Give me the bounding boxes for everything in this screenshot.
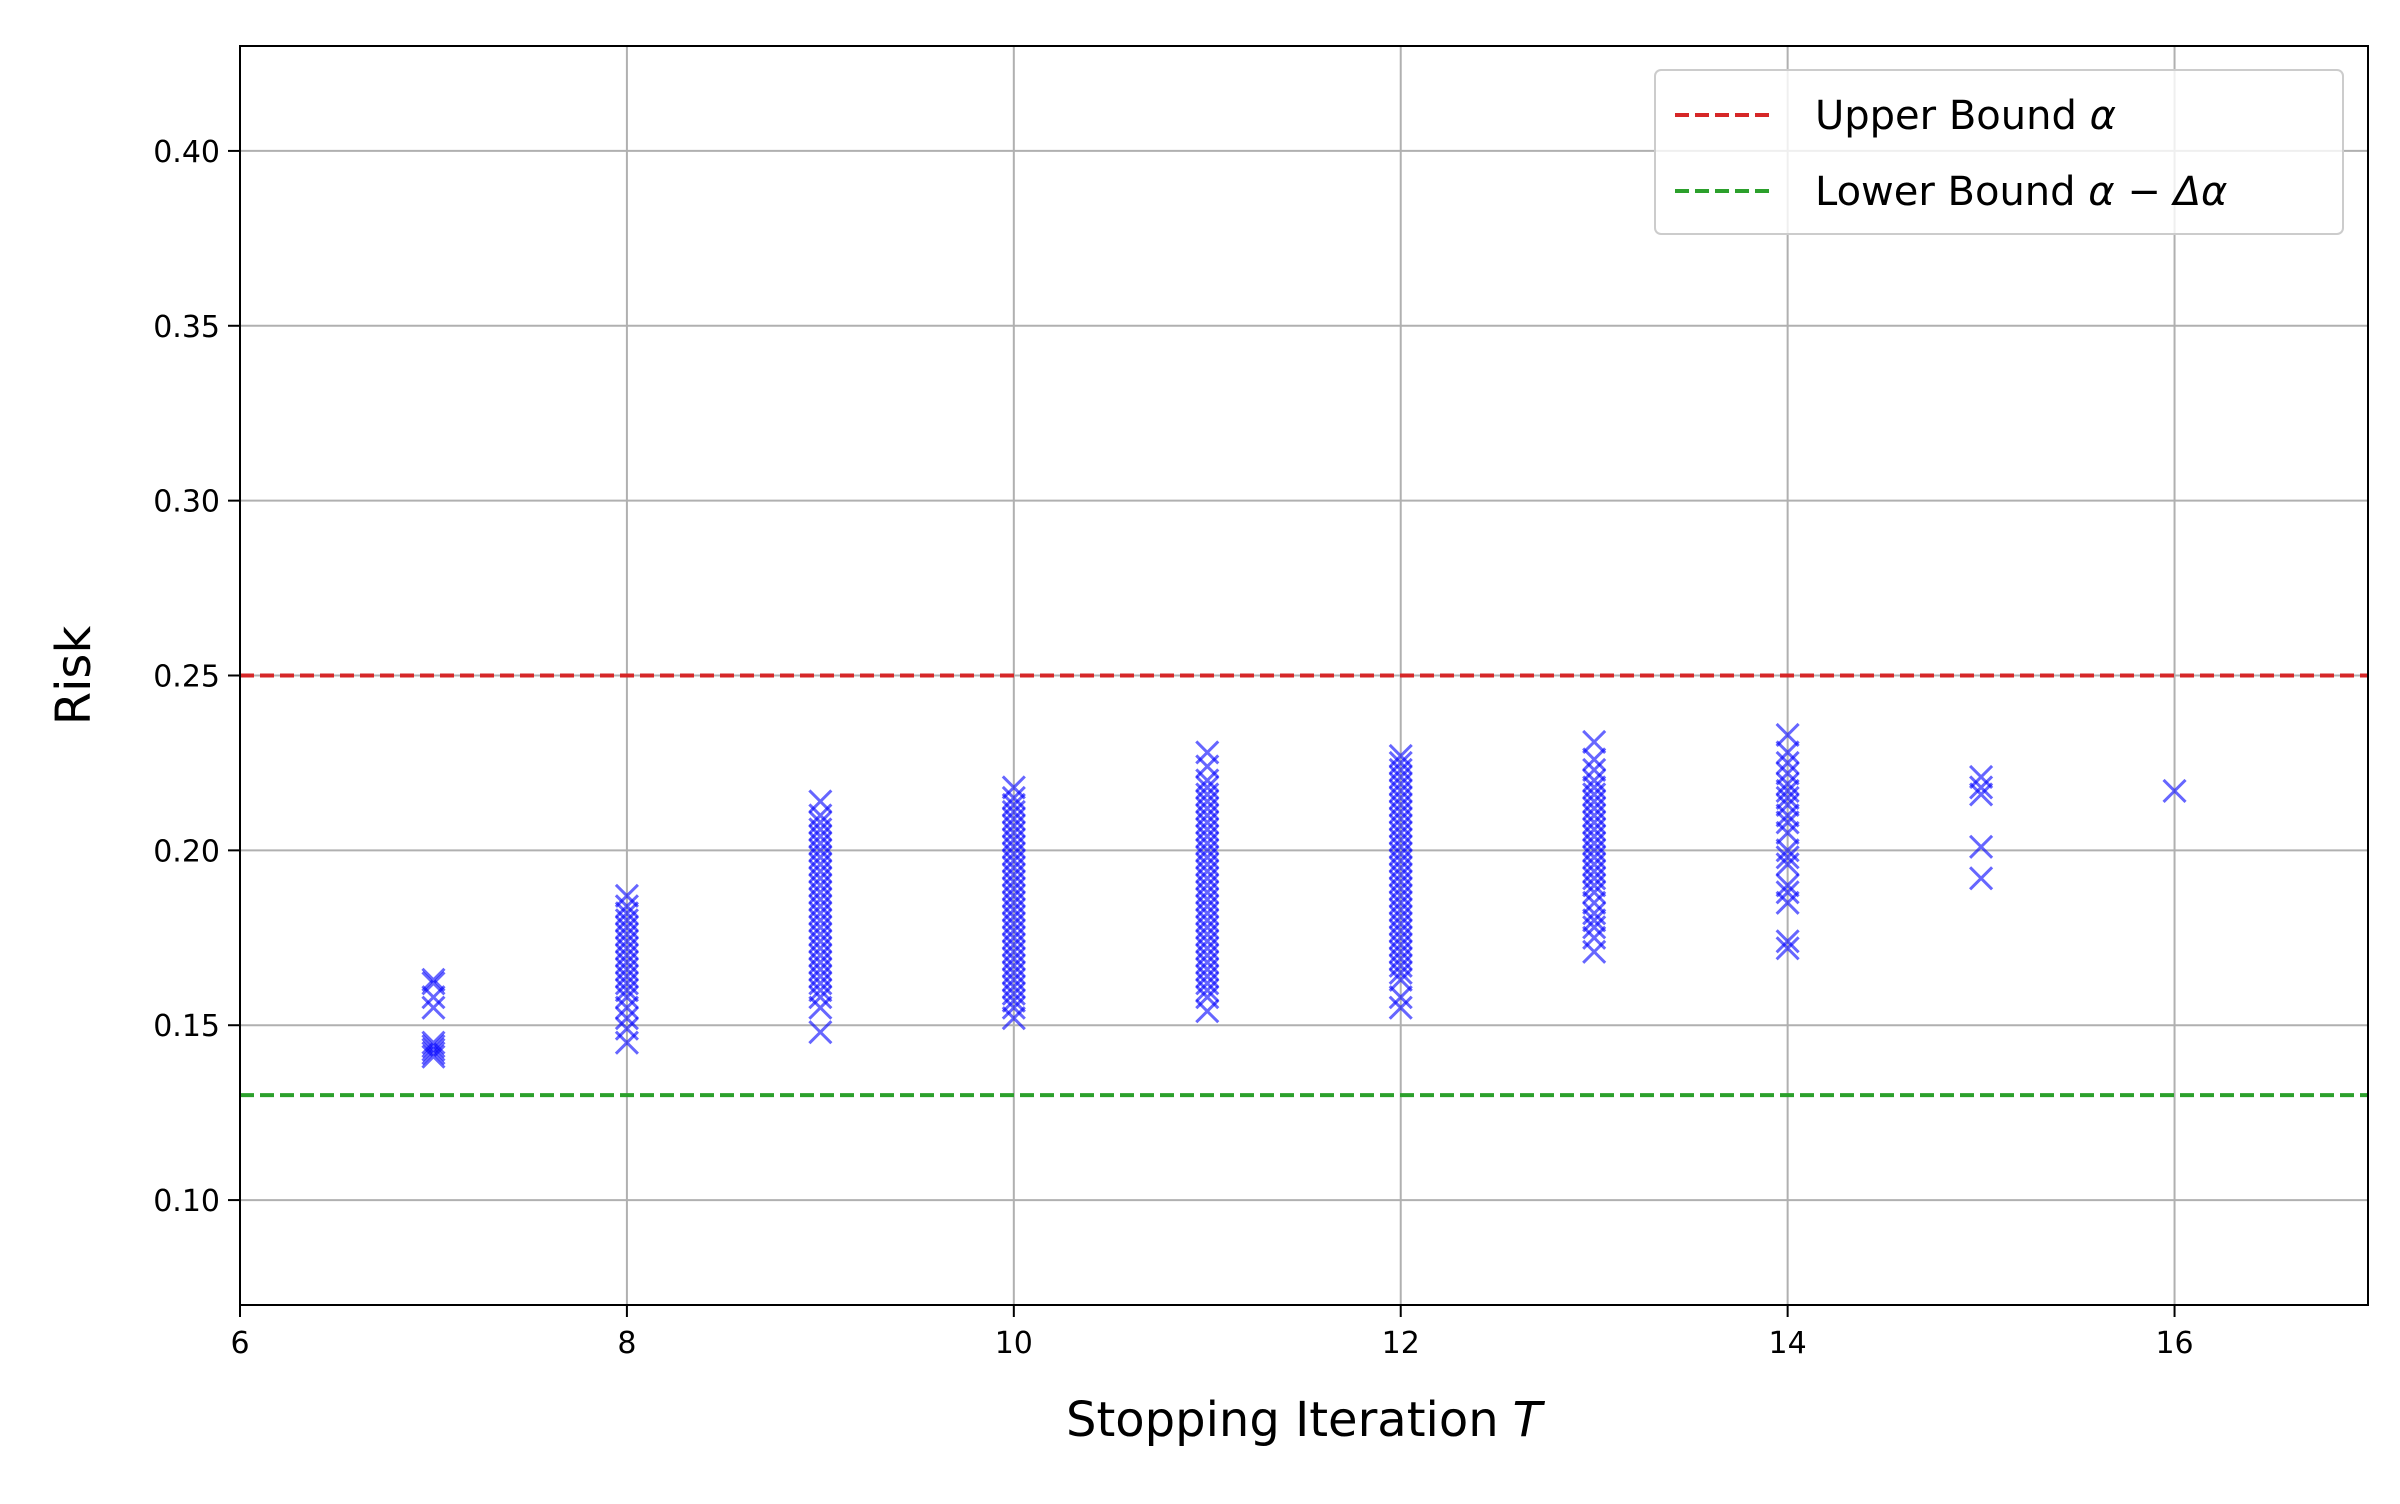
data-point-marker (1775, 761, 1800, 786)
axis-ticks: 6 8 10 12 14 16 0.10 0.15 0.20 0.25 0.30 0.35 0.40 (153, 135, 2193, 1361)
reference-lines (240, 673, 2368, 1098)
data-point-marker (1582, 890, 1607, 915)
y-tick-label: 0.30 (153, 485, 220, 520)
data-point-marker (1969, 866, 1994, 891)
data-point-marker (614, 1006, 639, 1031)
y-axis-label: Risk (46, 626, 102, 726)
x-tick-label: 12 (1382, 1326, 1420, 1361)
data-point-marker (1001, 1006, 1026, 1031)
legend-upper-bound-label: Upper Bound α (1815, 93, 2116, 139)
data-point-marker (1775, 778, 1800, 803)
data-point-marker (614, 1016, 639, 1041)
y-tick-label: 0.35 (153, 310, 220, 345)
data-point-marker (421, 1030, 446, 1055)
legend-lower-bound-math: α − Δα (2088, 169, 2227, 215)
data-point-marker (1582, 775, 1607, 800)
data-point-marker (1582, 747, 1607, 772)
data-point-marker (1388, 743, 1413, 768)
y-tick-label: 0.40 (153, 135, 220, 170)
data-point-marker (421, 1034, 446, 1059)
data-point-marker (808, 1020, 833, 1045)
x-tick-label: 8 (617, 1326, 636, 1361)
data-point-marker (1775, 845, 1800, 870)
data-point-marker (1582, 901, 1607, 926)
data-point-marker (421, 1037, 446, 1062)
data-point-marker (1969, 782, 1994, 807)
data-point-marker (2162, 778, 2187, 803)
data-point-marker (1582, 729, 1607, 755)
y-tick-label: 0.25 (153, 660, 220, 695)
y-tick-label: 0.15 (153, 1009, 220, 1044)
data-point-marker (1582, 768, 1607, 793)
data-point-marker (1001, 785, 1026, 810)
data-point-marker (1775, 810, 1800, 835)
data-point-marker (1388, 750, 1413, 775)
data-point-marker (1582, 908, 1607, 933)
data-point-marker (1775, 873, 1800, 898)
data-point-marker (421, 971, 446, 996)
x-axis-label-var: T (1513, 1392, 1546, 1448)
data-point-marker (614, 883, 639, 908)
data-point-marker (1195, 740, 1220, 765)
data-point-marker (1775, 936, 1800, 961)
x-tick-label: 6 (230, 1326, 249, 1361)
data-point-marker (1582, 757, 1607, 782)
x-axis-label: Stopping Iteration T (1066, 1392, 1546, 1448)
data-point-marker (1388, 985, 1413, 1010)
data-point-marker (421, 995, 446, 1020)
legend: Upper Bound α Lower Bound α − Δα (1654, 69, 2344, 235)
legend-frame (1654, 69, 2344, 235)
data-point-marker (1969, 764, 1994, 789)
data-point-marker (1582, 925, 1607, 950)
data-point-marker (1775, 820, 1800, 845)
data-point-marker (1388, 995, 1413, 1020)
data-point-marker (1775, 771, 1800, 796)
legend-upper-bound-text: Upper Bound (1815, 93, 2090, 139)
legend-upper-bound-math: α (2090, 93, 2116, 139)
data-point-marker (1775, 740, 1800, 765)
data-point-marker (1775, 803, 1800, 828)
data-point-marker (1775, 750, 1800, 775)
x-axis-label-text: Stopping Iteration (1066, 1392, 1499, 1448)
data-point-marker (808, 789, 833, 814)
data-point-marker (614, 894, 639, 919)
data-point-marker (1195, 775, 1220, 800)
data-point-marker (1775, 880, 1800, 905)
x-tick-label: 14 (1769, 1326, 1807, 1361)
legend-lower-bound-text: Lower Bound (1815, 169, 2088, 215)
legend-lower-bound-label: Lower Bound α − Δα (1815, 169, 2227, 215)
data-point-marker (614, 901, 639, 926)
x-tick-label: 16 (2155, 1326, 2193, 1361)
y-tick-label: 0.20 (153, 834, 220, 869)
data-point-marker (808, 995, 833, 1020)
data-point-marker (1001, 792, 1026, 817)
data-point-marker (1969, 775, 1994, 800)
data-point-marker (1001, 775, 1026, 800)
data-point-marker (1775, 890, 1800, 915)
data-points (421, 722, 2187, 1069)
data-point-marker (1775, 838, 1800, 863)
x-tick-label: 10 (995, 1326, 1033, 1361)
y-tick-label: 0.10 (153, 1184, 220, 1219)
data-point-marker (421, 967, 446, 992)
data-point-marker (1775, 929, 1800, 954)
data-point-marker (1969, 834, 1994, 859)
data-point-marker (808, 810, 833, 835)
data-point-marker (421, 1041, 446, 1066)
data-point-marker (614, 995, 639, 1020)
data-point-marker (1775, 722, 1800, 748)
